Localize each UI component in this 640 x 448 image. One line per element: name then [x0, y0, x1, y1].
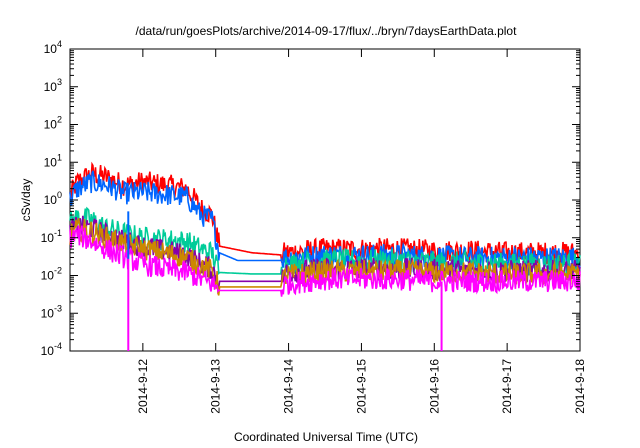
x-tick-label: 2014-9-17: [500, 359, 514, 414]
x-tick-label: 2014-9-14: [282, 359, 296, 414]
series-line: [69, 225, 581, 297]
series-5: [69, 225, 581, 297]
y-tick-label: 104: [44, 39, 62, 56]
y-axis-label: cSv/day: [19, 179, 33, 222]
x-axis: 2014-9-12 2014-9-13 2014-9-14 2014-9-15 2014…: [136, 49, 587, 414]
x-tick-label: 2014-9-13: [209, 359, 223, 414]
y-tick-label: 102: [44, 115, 62, 132]
y-axis: 10-4 10-3 10-2 10-1 100 101 102 103 104: [41, 39, 580, 358]
y-tick-label: 10-1: [41, 228, 62, 245]
series-4: [69, 218, 581, 296]
x-tick-label: 2014-9-18: [573, 359, 587, 414]
x-axis-label: Coordinated Universal Time (UTC): [234, 430, 418, 444]
plot-area: [69, 48, 581, 352]
y-tick-label: 10-3: [41, 303, 62, 320]
chart-title: /data/run/goesPlots/archive/2014-09-17/f…: [136, 24, 518, 38]
y-tick-label: 10-4: [41, 341, 62, 358]
plot-frame: [69, 48, 581, 352]
x-tick-label: 2014-9-12: [136, 359, 150, 414]
x-tick-label: 2014-9-15: [354, 359, 368, 414]
x-tick-label: 2014-9-16: [427, 359, 441, 414]
series-line: [69, 218, 581, 296]
y-tick-label: 101: [44, 152, 62, 169]
y-tick-label: 103: [44, 77, 62, 94]
y-tick-label: 100: [44, 190, 62, 207]
y-tick-label: 10-2: [41, 266, 62, 283]
series-layer: [69, 161, 581, 351]
